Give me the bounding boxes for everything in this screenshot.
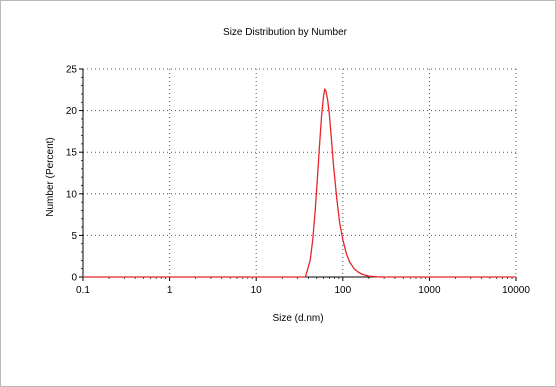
x-tick-label: 10 — [251, 285, 263, 296]
y-tick-label: 0 — [71, 273, 77, 284]
y-tick-label: 5 — [71, 231, 77, 242]
x-tick-label: 1000 — [418, 285, 441, 296]
y-tick-label: 20 — [66, 106, 78, 117]
x-tick-label: 100 — [334, 285, 351, 296]
x-tick-label: 10000 — [502, 285, 530, 296]
series-layer — [83, 88, 516, 278]
x-tick-label: 0.1 — [76, 285, 90, 296]
series-line-0 — [83, 88, 516, 278]
y-tick-label: 10 — [66, 189, 78, 200]
x-axis-label: Size (d.nm) — [272, 313, 323, 324]
chart-title: Size Distribution by Number — [223, 27, 348, 38]
tick-labels: 0.1 1 10 100 1000 10000 0 5 10 15 20 25 — [66, 65, 530, 297]
y-tick-label: 15 — [66, 148, 78, 159]
grid — [83, 68, 517, 277]
x-tick-label: 1 — [167, 285, 173, 296]
axes — [79, 68, 517, 281]
y-tick-label: 25 — [66, 65, 78, 76]
y-axis-label: Number (Percent) — [45, 137, 56, 216]
